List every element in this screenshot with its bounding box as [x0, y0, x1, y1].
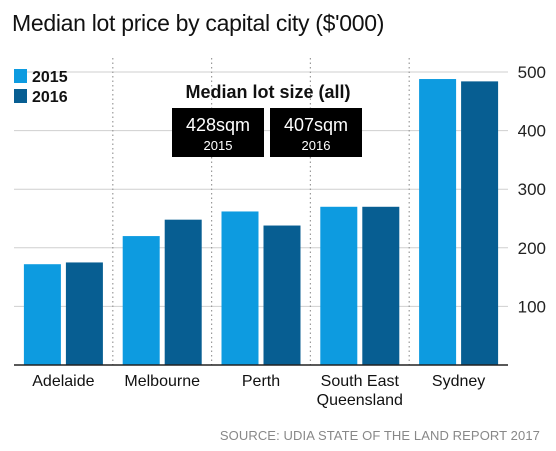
y-tick-label: 100 [518, 297, 546, 316]
y-tick-label: 500 [518, 63, 546, 82]
inset-box-2016 [270, 108, 362, 157]
inset-box-2015 [172, 108, 264, 157]
x-category-label-line: Melbourne [124, 373, 200, 390]
x-category-label-line: Queensland [317, 392, 403, 409]
bar-2015-melbourne [122, 236, 160, 365]
bars [23, 79, 499, 366]
legend-swatch-2015 [14, 69, 27, 83]
bar-2016-perth [263, 225, 301, 365]
x-category-label-line: South East [321, 373, 400, 390]
legend: 2015 2016 [14, 69, 68, 106]
inset-value: 407sqm [284, 115, 348, 135]
bar-2016-melbourne [164, 219, 202, 365]
bar-2016-sydney [461, 81, 499, 365]
y-tick-label: 200 [518, 239, 546, 258]
x-category-label-line: Adelaide [32, 373, 94, 390]
y-tick-label: 400 [518, 122, 546, 141]
inset-value: 428sqm [186, 115, 250, 135]
y-axis-tick-labels: 100 200 300 400 500 [518, 63, 546, 316]
bar-2015-adelaide [23, 264, 61, 365]
inset-heading: Median lot size (all) [185, 82, 350, 102]
legend-label-2015: 2015 [32, 69, 68, 86]
x-category-label-line: Perth [242, 373, 280, 390]
x-axis-category-labels: Adelaide Melbourne Perth South East Queensla… [32, 373, 485, 409]
bar-2016-south-east-queensland [362, 206, 400, 365]
inset-year: 2015 [204, 138, 233, 153]
bar-2016-adelaide [65, 262, 103, 365]
x-category-label-line: Sydney [432, 373, 485, 390]
bar-2015-south-east-queensland [320, 206, 358, 365]
category-dividers [112, 58, 410, 365]
chart-title: Median lot price by capital city ($'000) [12, 10, 385, 36]
x-category-label: Melbourne [124, 373, 200, 390]
bar-2015-perth [221, 211, 259, 365]
inset-year: 2016 [302, 138, 331, 153]
x-category-label: Adelaide [32, 373, 94, 390]
bar-2015-sydney [419, 79, 457, 366]
x-category-label: Sydney [432, 373, 485, 390]
legend-swatch-2016 [14, 89, 27, 103]
x-category-label: Perth [242, 373, 280, 390]
legend-label-2016: 2016 [32, 89, 68, 106]
x-category-label: South East Queensland [317, 373, 403, 409]
y-tick-label: 300 [518, 180, 546, 199]
source-note: SOURCE: UDIA STATE OF THE LAND REPORT 20… [219, 428, 540, 443]
median-lot-size-inset: Median lot size (all) 428sqm 2015 407sqm 201… [172, 82, 362, 157]
